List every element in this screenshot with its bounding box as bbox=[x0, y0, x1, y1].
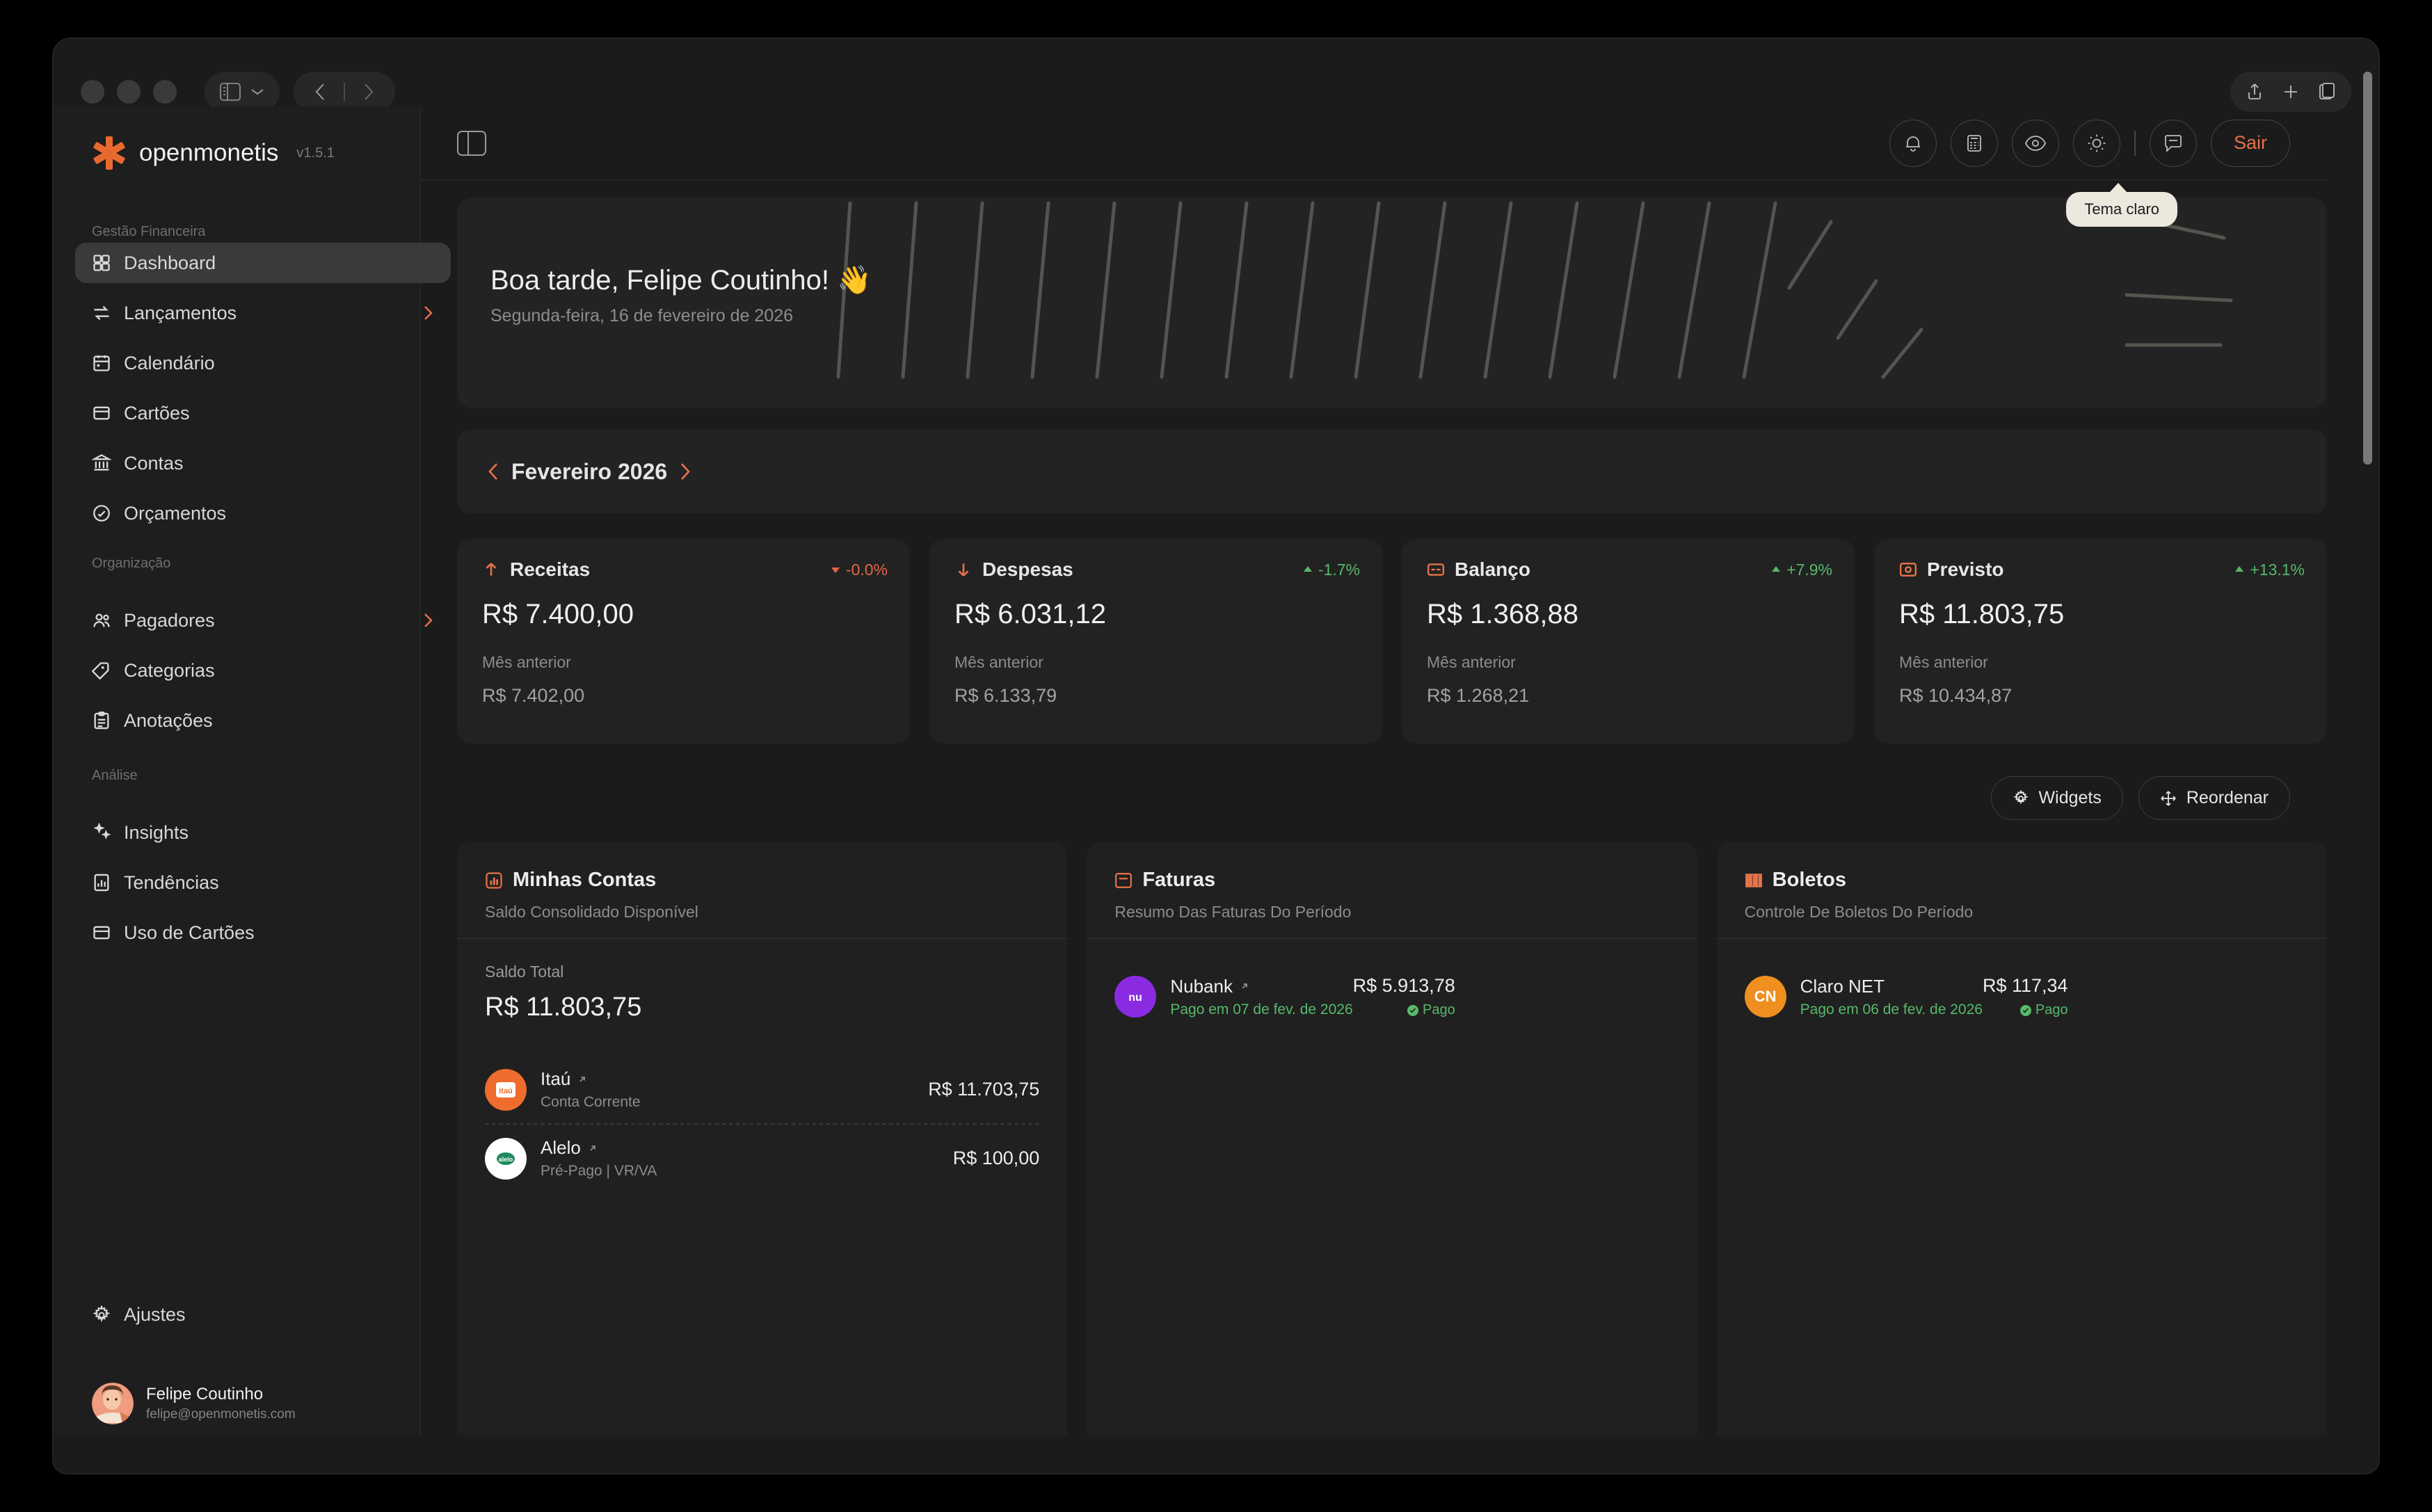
svg-text:nu: nu bbox=[1129, 992, 1143, 1004]
svg-text:alelo: alelo bbox=[499, 1156, 513, 1163]
svg-text:itaú: itaú bbox=[499, 1087, 513, 1095]
